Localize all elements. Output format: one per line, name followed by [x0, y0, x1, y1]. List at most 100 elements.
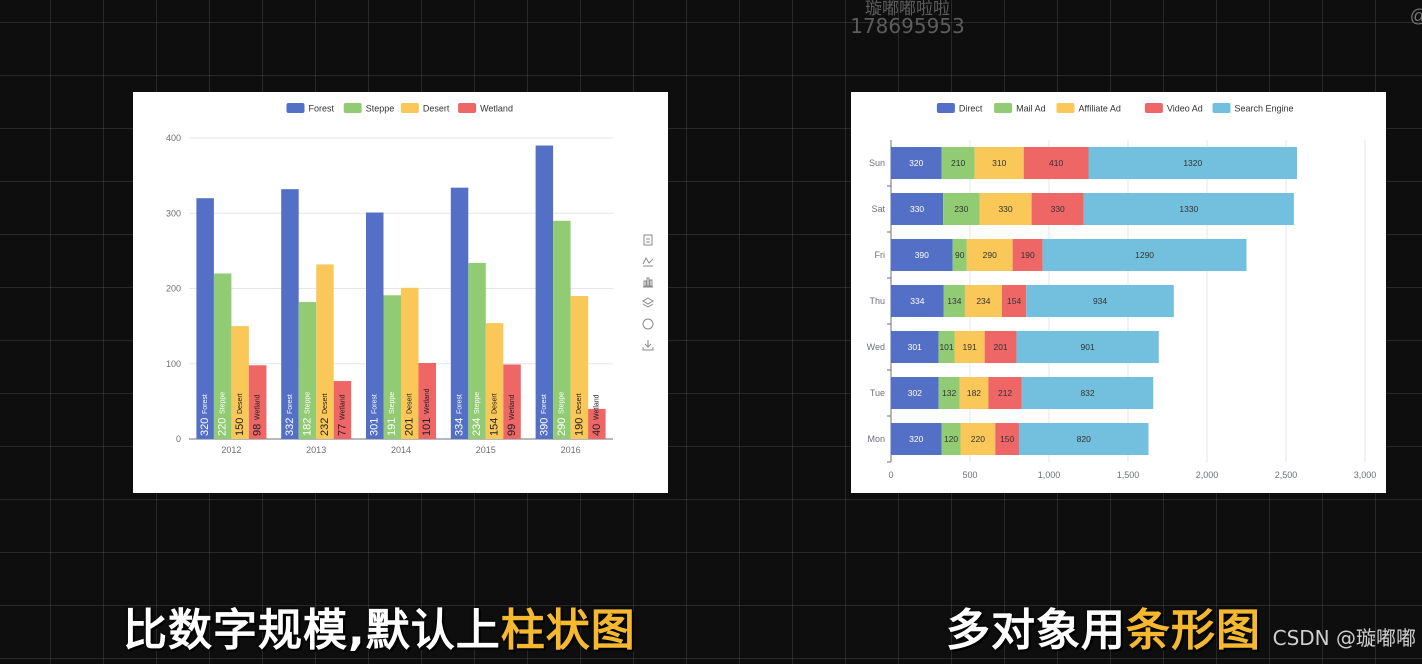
bar-label: 201 Desert: [404, 393, 416, 436]
segment-value-label: 302: [908, 388, 922, 398]
credit-watermark: CSDN @璇嘟嘟: [1272, 626, 1416, 650]
bar-series-label: Desert: [237, 393, 244, 414]
bar-value-label: 220: [217, 418, 229, 436]
bar-segment: [891, 193, 944, 225]
bar-segment: [1088, 147, 1298, 179]
icon-shape: [644, 343, 652, 348]
x-tick-label: 2016: [561, 445, 581, 455]
y-tick-label: 400: [166, 133, 181, 143]
line-chart-icon[interactable]: [642, 256, 654, 267]
segment-value-label: 230: [954, 204, 968, 214]
bar-label: 220 Steppe: [217, 392, 229, 436]
segment-value-label: 1320: [1183, 158, 1202, 168]
bar-series-label: Desert: [322, 393, 329, 414]
bar-segment: [941, 147, 975, 179]
segment-value-label: 220: [971, 434, 985, 444]
bar-value-label: 290: [556, 418, 568, 436]
bar-label: 101 Wetland: [421, 388, 433, 436]
bar-segment: [891, 239, 953, 271]
bar-segment: [960, 423, 996, 455]
bar-series-label: Steppe: [304, 392, 311, 414]
bar-value-label: 191: [386, 418, 398, 436]
bar-label: 154 Desert: [488, 393, 500, 436]
segment-value-label: 201: [993, 342, 1007, 352]
y-tick-label: 200: [166, 284, 181, 294]
icon-shape: [642, 303, 654, 308]
bar-segment: [938, 331, 955, 363]
bar-series-label: Forest: [202, 394, 209, 414]
bar-chart-icon[interactable]: [643, 277, 653, 288]
legend-swatch: [1212, 103, 1231, 113]
watermark: 璇嘟嘟啦啦 178695953: [835, 0, 980, 44]
bar-series-label: Desert: [407, 393, 414, 414]
bar: [468, 262, 486, 439]
legend-label: Desert: [423, 104, 450, 114]
bar-segment: [1016, 331, 1159, 363]
legend-swatch: [400, 103, 419, 113]
segment-value-label: 210: [951, 158, 965, 168]
bar-value-label: 234: [471, 418, 483, 436]
caption-bar-chart-highlight: 柱状图: [500, 605, 636, 656]
y-tick-label: 100: [166, 359, 181, 369]
bar-value-label: 301: [369, 418, 381, 436]
y-tick-label: Mon: [867, 434, 885, 444]
bar-value-label: 98: [252, 424, 264, 436]
bar-segment: [1026, 285, 1174, 317]
bar-segment: [952, 239, 967, 271]
bar: [570, 296, 589, 439]
segment-value-label: 301: [908, 342, 922, 352]
bar-value-label: 77: [336, 424, 348, 436]
bar-series-label: Steppe: [559, 392, 566, 414]
bar-series-label: Steppe: [219, 392, 226, 414]
bar: [298, 302, 317, 439]
segment-value-label: 934: [1093, 296, 1107, 306]
segment-value-label: 832: [1080, 388, 1094, 398]
bar: [366, 212, 384, 439]
bar-segment: [891, 377, 939, 409]
bar-label: 150 Desert: [234, 393, 246, 436]
legend-label: Affiliate Ad: [1079, 104, 1121, 114]
icon-shape: [649, 279, 653, 287]
segment-value-label: 182: [967, 388, 981, 398]
caption-bar-chart: 比数字规模,默认上柱状图: [123, 594, 636, 658]
bar-value-label: 190: [573, 418, 585, 436]
icon-shape: [642, 297, 654, 305]
bar: [333, 381, 352, 439]
bar-label: 190 Desert: [573, 393, 585, 436]
x-tick-label: 2,500: [1275, 470, 1298, 480]
bar-series-label: Steppe: [474, 392, 481, 414]
legend-label: Wetland: [480, 104, 513, 114]
y-tick-label: Wed: [867, 342, 885, 352]
bar-segment: [891, 331, 939, 363]
bar-value-label: 201: [404, 418, 416, 436]
download-icon[interactable]: [642, 340, 654, 351]
bar-segment: [1031, 193, 1084, 225]
segment-value-label: 820: [1077, 434, 1091, 444]
caption-horizontal-bar-text: 多对象用: [946, 605, 1126, 656]
bar-value-label: 99: [506, 424, 518, 436]
segment-value-label: 334: [910, 296, 924, 306]
data-view-icon[interactable]: [643, 234, 653, 246]
watermark-corner: @: [1410, 6, 1422, 27]
bar-series-label: Wetland: [594, 394, 601, 420]
legend-swatch: [1144, 103, 1163, 113]
caption-bar-chart-text: 比数字规模,默认上: [123, 605, 501, 656]
bar-value-label: 150: [234, 418, 246, 436]
legend-label: Forest: [309, 104, 335, 114]
stack-icon[interactable]: [642, 297, 654, 308]
bar-label: 390 Forest: [538, 394, 550, 436]
bar-segment: [938, 377, 960, 409]
segment-value-label: 132: [942, 388, 956, 398]
legend-swatch: [458, 103, 477, 113]
bar: [281, 189, 299, 439]
bar-label: 98 Wetland: [252, 394, 264, 436]
bar-series-label: Wetland: [339, 394, 346, 420]
segment-value-label: 390: [915, 250, 929, 260]
bar-value-label: 154: [488, 418, 500, 436]
bar-value-label: 332: [284, 418, 296, 436]
icon-shape: [643, 234, 653, 246]
segment-value-label: 320: [909, 434, 923, 444]
segment-value-label: 330: [1051, 204, 1065, 214]
restore-icon[interactable]: [642, 318, 654, 330]
bar-value-label: 334: [453, 418, 465, 436]
